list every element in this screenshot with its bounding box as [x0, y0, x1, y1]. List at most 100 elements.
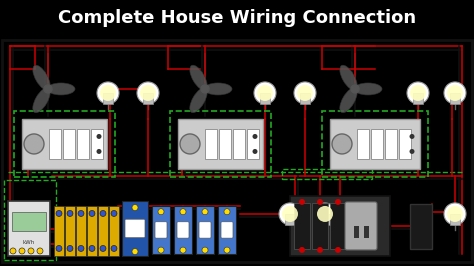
Circle shape: [202, 209, 208, 215]
Ellipse shape: [33, 65, 50, 90]
Circle shape: [201, 85, 209, 93]
Circle shape: [180, 209, 186, 215]
FancyBboxPatch shape: [91, 130, 103, 159]
Circle shape: [253, 149, 257, 154]
Circle shape: [294, 82, 316, 104]
Circle shape: [314, 203, 336, 225]
Circle shape: [132, 248, 138, 255]
FancyBboxPatch shape: [65, 206, 75, 256]
Circle shape: [299, 247, 305, 253]
FancyBboxPatch shape: [12, 212, 46, 231]
Circle shape: [97, 149, 101, 154]
FancyBboxPatch shape: [22, 119, 107, 169]
Circle shape: [224, 209, 230, 215]
Circle shape: [317, 199, 323, 205]
Circle shape: [447, 85, 463, 101]
Circle shape: [317, 206, 333, 222]
FancyBboxPatch shape: [233, 130, 245, 159]
Circle shape: [158, 209, 164, 215]
FancyBboxPatch shape: [312, 203, 328, 249]
FancyBboxPatch shape: [54, 206, 64, 256]
Circle shape: [97, 134, 101, 139]
Circle shape: [89, 246, 95, 251]
Ellipse shape: [33, 88, 50, 113]
Circle shape: [279, 203, 301, 225]
Bar: [285, 214, 295, 225]
Circle shape: [132, 205, 138, 211]
Circle shape: [444, 203, 466, 225]
FancyBboxPatch shape: [385, 130, 397, 159]
FancyBboxPatch shape: [290, 196, 390, 256]
Circle shape: [78, 210, 84, 217]
Circle shape: [100, 246, 106, 251]
Ellipse shape: [204, 83, 232, 95]
Circle shape: [407, 82, 429, 104]
FancyBboxPatch shape: [174, 206, 192, 254]
FancyBboxPatch shape: [109, 206, 119, 256]
Circle shape: [100, 210, 106, 217]
Circle shape: [28, 248, 34, 254]
FancyBboxPatch shape: [399, 130, 411, 159]
Bar: [450, 214, 460, 225]
Circle shape: [335, 247, 341, 253]
Bar: [413, 93, 423, 104]
Ellipse shape: [354, 83, 382, 95]
Circle shape: [335, 199, 341, 205]
FancyBboxPatch shape: [98, 206, 108, 256]
Bar: [364, 226, 369, 238]
Circle shape: [317, 247, 323, 253]
Ellipse shape: [340, 65, 357, 90]
Circle shape: [410, 85, 426, 101]
Circle shape: [97, 82, 119, 104]
Text: kWh: kWh: [23, 240, 35, 245]
Circle shape: [111, 246, 117, 251]
Circle shape: [56, 210, 62, 217]
Bar: [300, 93, 310, 104]
FancyBboxPatch shape: [152, 206, 170, 254]
Ellipse shape: [190, 65, 207, 90]
Circle shape: [224, 247, 230, 253]
Circle shape: [410, 149, 414, 154]
Ellipse shape: [190, 88, 207, 113]
Circle shape: [56, 246, 62, 251]
Circle shape: [180, 247, 186, 253]
FancyBboxPatch shape: [199, 222, 211, 238]
FancyBboxPatch shape: [63, 130, 75, 159]
Text: Complete House Wiring Connection: Complete House Wiring Connection: [58, 9, 416, 27]
FancyBboxPatch shape: [177, 222, 189, 238]
Circle shape: [100, 85, 116, 101]
Circle shape: [202, 247, 208, 253]
FancyBboxPatch shape: [205, 130, 217, 159]
Circle shape: [444, 82, 466, 104]
FancyBboxPatch shape: [178, 119, 263, 169]
Bar: [260, 93, 270, 104]
Circle shape: [297, 85, 313, 101]
Bar: [354, 226, 359, 238]
Circle shape: [140, 85, 156, 101]
Circle shape: [351, 85, 359, 93]
Circle shape: [254, 82, 276, 104]
FancyBboxPatch shape: [49, 130, 61, 159]
Ellipse shape: [47, 83, 75, 95]
Circle shape: [180, 134, 200, 154]
Bar: [143, 93, 153, 104]
FancyBboxPatch shape: [219, 130, 231, 159]
FancyBboxPatch shape: [76, 206, 86, 256]
Circle shape: [282, 206, 298, 222]
FancyBboxPatch shape: [330, 203, 346, 249]
FancyBboxPatch shape: [294, 203, 310, 249]
FancyBboxPatch shape: [122, 201, 148, 256]
Bar: [103, 93, 113, 104]
Circle shape: [111, 210, 117, 217]
Circle shape: [257, 85, 273, 101]
FancyBboxPatch shape: [155, 222, 167, 238]
FancyBboxPatch shape: [345, 202, 377, 250]
FancyBboxPatch shape: [77, 130, 89, 159]
Bar: [320, 214, 330, 225]
Ellipse shape: [340, 88, 357, 113]
Bar: [450, 93, 460, 104]
Circle shape: [67, 210, 73, 217]
FancyBboxPatch shape: [87, 206, 97, 256]
FancyBboxPatch shape: [125, 219, 145, 238]
Circle shape: [332, 134, 352, 154]
